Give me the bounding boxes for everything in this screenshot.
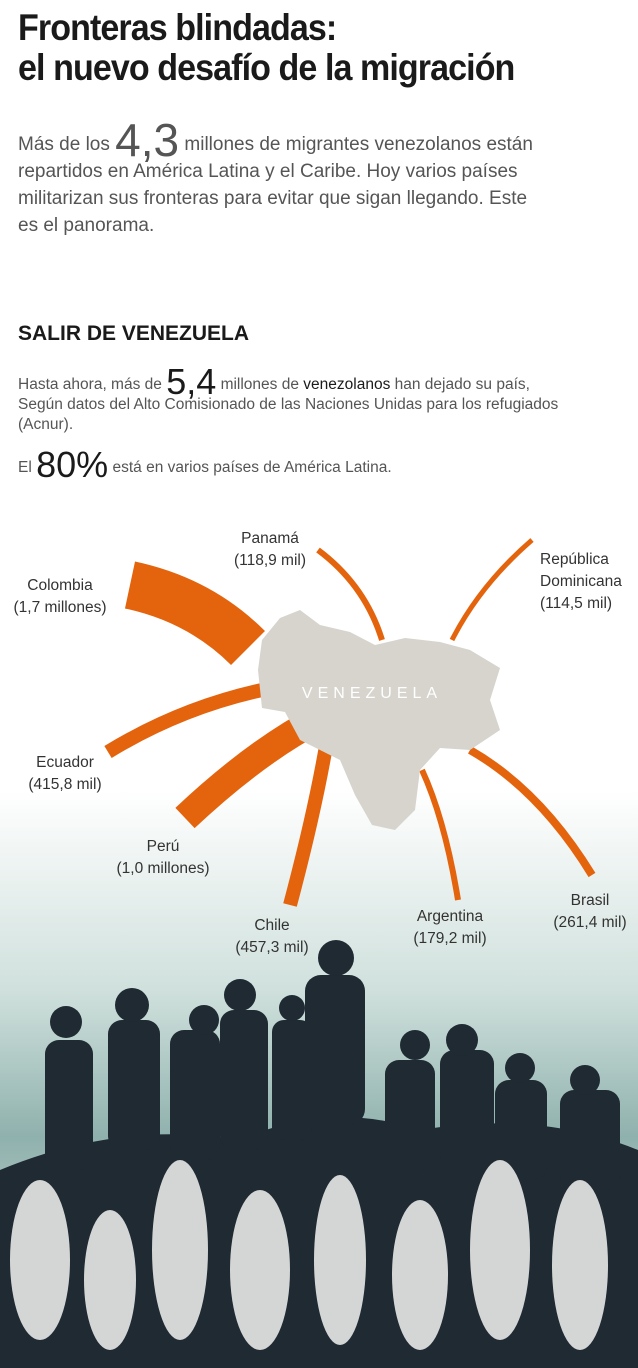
origin-label: VENEZUELA: [302, 685, 442, 702]
destination-amount: (261,4 mil): [553, 914, 626, 931]
destination-name: Colombia: [27, 577, 93, 594]
destination-amount: (114,5 mil): [540, 595, 612, 612]
destination-amount: (1,0 millones): [116, 860, 209, 877]
paragraph: El 80% está en varios países de América …: [18, 447, 392, 483]
text: Más de los: [18, 134, 110, 155]
text: está en varios países de América Latina.: [112, 459, 392, 476]
destination-name: Perú: [147, 838, 180, 855]
destination-amount: (118,9 mil): [234, 552, 306, 569]
text: millones de migrantes venezolanos están …: [18, 134, 533, 236]
destination-name: Ecuador: [36, 754, 94, 771]
title: Fronteras blindadas: el nuevo desafío de …: [18, 7, 515, 88]
destination-name: Argentina: [417, 908, 484, 925]
destination-name: Panamá: [241, 530, 299, 547]
destination-amount: (179,2 mil): [413, 930, 486, 947]
destination-amount: (1,7 millones): [13, 599, 106, 616]
destination-name: Brasil: [571, 892, 610, 909]
title-line: Fronteras blindadas:: [18, 7, 337, 48]
highlight-number: 4,3: [115, 114, 180, 166]
title-line: el nuevo desafío de la migración: [18, 47, 515, 88]
emphasis: venezolanos: [303, 376, 391, 393]
destination-amount: (415,8 mil): [28, 776, 101, 793]
intro: Más de los 4,3 millones de migrantes ven…: [18, 117, 538, 239]
text: millones de: [220, 376, 299, 393]
text: han dejado su país, Según datos del Alto…: [18, 376, 559, 433]
section-heading: SALIR DE VENEZUELA: [18, 322, 250, 345]
text: Hasta ahora, más de: [18, 376, 162, 393]
text: El: [18, 459, 32, 476]
destination-name: República Dominicana: [540, 551, 622, 590]
crowd: [10, 1160, 608, 1350]
venezuela-shape: [258, 610, 500, 830]
destination-amount: (457,3 mil): [235, 939, 308, 956]
paragraph: Hasta ahora, más de 5,4 millones de vene…: [18, 364, 578, 435]
destination-name: Chile: [254, 917, 289, 934]
highlight-number: 5,4: [166, 361, 217, 402]
highlight-number: 80%: [36, 444, 109, 485]
